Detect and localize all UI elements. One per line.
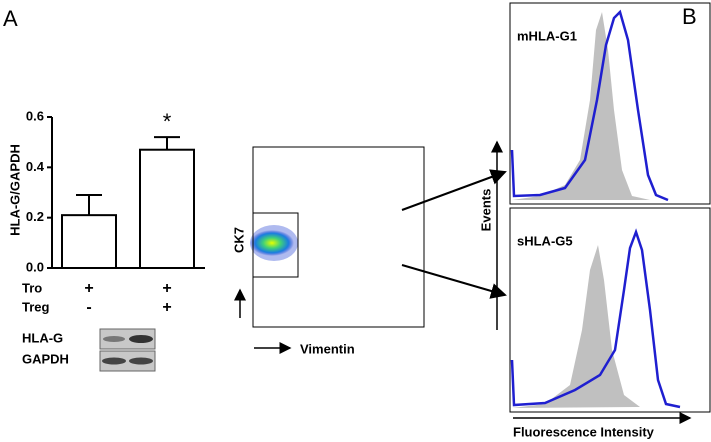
bar bbox=[61, 214, 117, 269]
blot-band bbox=[99, 328, 156, 350]
y-tick-label: 0.0 bbox=[26, 259, 44, 274]
arrow bbox=[401, 264, 507, 299]
histogram-title: mHLA-G1 bbox=[517, 28, 577, 43]
condition-mark: + bbox=[84, 280, 93, 297]
blot-band bbox=[129, 357, 153, 365]
histogram-x-label: Fluorescence Intensity bbox=[513, 424, 655, 439]
blot-band bbox=[102, 357, 126, 365]
flow-x-label: Vimentin bbox=[300, 341, 355, 356]
error-bar bbox=[154, 136, 180, 150]
y-axis-label: HLA-G/GAPDH bbox=[7, 144, 22, 236]
histogram-title: sHLA-G5 bbox=[517, 233, 573, 248]
condition-mark: + bbox=[162, 299, 171, 316]
y-tick-label: 0.2 bbox=[26, 209, 44, 224]
flow-y-label: CK7 bbox=[231, 227, 246, 253]
arrow bbox=[401, 169, 507, 211]
panel-letter: B bbox=[682, 4, 697, 29]
error-bar bbox=[76, 194, 102, 216]
y-tick-label: 0.4 bbox=[26, 159, 45, 174]
y-tick-label: 0.6 bbox=[26, 108, 44, 123]
bar bbox=[139, 148, 195, 269]
blot-band bbox=[103, 336, 125, 342]
blot-band bbox=[129, 335, 153, 343]
flow-density bbox=[250, 230, 294, 256]
blot-band bbox=[99, 350, 156, 372]
histogram-control bbox=[512, 245, 640, 408]
gate bbox=[252, 212, 299, 278]
histogram-y-label: Events bbox=[478, 189, 493, 232]
panel-letter: A bbox=[3, 6, 18, 31]
histogram-sample bbox=[510, 9, 669, 202]
annotation: * bbox=[163, 109, 172, 134]
condition-mark: + bbox=[162, 280, 171, 297]
histogram-frame bbox=[509, 207, 711, 413]
histogram-sample bbox=[510, 228, 681, 409]
condition-mark: - bbox=[86, 299, 91, 316]
blot-label: HLA-G bbox=[22, 330, 63, 345]
condition-label: Treg bbox=[22, 299, 50, 314]
histogram-frame bbox=[509, 2, 711, 205]
condition-label: Tro bbox=[22, 280, 42, 295]
blot-label: GAPDH bbox=[22, 351, 69, 366]
histogram-control bbox=[512, 12, 650, 200]
